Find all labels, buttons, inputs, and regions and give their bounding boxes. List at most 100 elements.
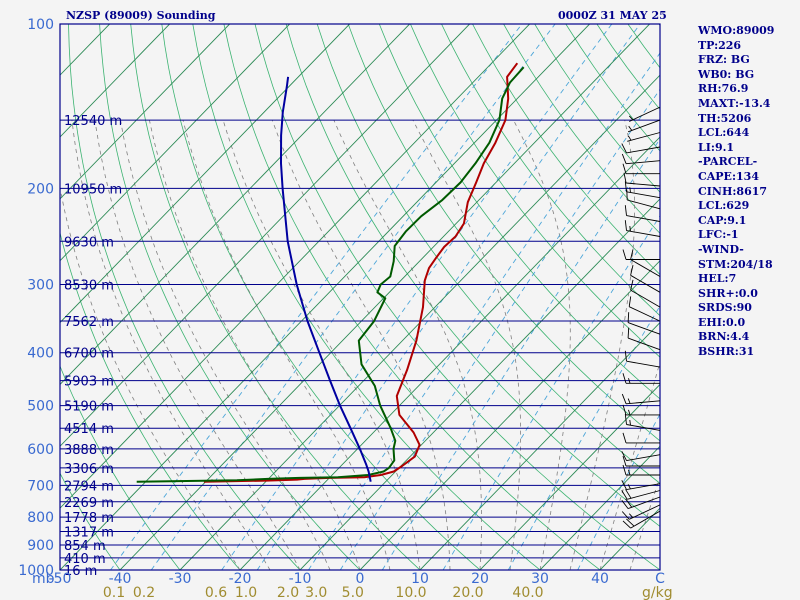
moist-adiabat [71,120,271,570]
moist-adiabat [271,119,451,570]
stat-item: LFC:-1 [698,228,739,242]
height-label: 4514 m [64,422,114,437]
stat-item: LCL:644 [698,126,750,140]
isotherm [539,445,660,570]
stat-item: HEL:7 [698,272,737,286]
pressure-tick-label: 400 [27,346,54,362]
moist-adiabat [599,360,660,570]
wind-barb [627,119,661,133]
wind-barb [630,249,661,277]
station-title: NZSP (89009) Sounding [66,9,216,22]
height-label: 16 m [64,564,97,579]
sounding-indices-panel: WMO:89009 TP:226 FRZ: BG WB0: BG RH:76.9 MAXT… [698,24,774,360]
stat-item: FRZ: BG [698,53,750,67]
stat-item: TH:5206 [698,111,752,125]
height-label: 5903 m [64,375,114,390]
temperature-tick-label: 10 [411,571,429,587]
stat-item: LI:9.1 [698,140,735,154]
height-label: 9630 m [64,235,114,250]
temperature-tick-label: -40 [109,571,132,587]
mixing-ratio-unit-label: g/kg [642,585,673,600]
temperature-tick-label: 30 [531,571,549,587]
moist-adiabat [412,119,521,570]
wind-barb [621,153,661,165]
wind-barb [622,432,660,444]
wind-barb [621,496,661,510]
wind-barb [627,327,661,351]
temperature-tick-label: -50 [49,571,72,587]
height-label: 5190 m [64,400,114,415]
height-label: 12540 m [64,114,122,129]
temperature-tick-label: C [655,571,665,587]
wind-barb [622,163,660,175]
temperature-line [203,62,519,483]
wind-barb [622,249,660,260]
temperature-tick-label: 0 [356,571,365,587]
stat-item: RH:76.9 [698,82,749,96]
temperature-tick-label: -10 [289,571,312,587]
wind-barb [624,181,661,199]
moist-adiabat [182,120,391,570]
temperature-tick-label: -20 [229,571,252,587]
height-label: 10950 m [64,182,122,197]
moist-adiabat [120,120,331,570]
isotherm [419,321,660,570]
pressure-tick-label: 300 [27,278,54,294]
height-label: 2269 m [64,496,114,511]
stat-item: CINH:8617 [698,184,768,198]
pressure-unit-label: mb [32,571,55,587]
temperature-tick-label: -30 [169,571,192,587]
stat-item: WMO:89009 [698,24,775,37]
moist-adiabat [222,119,421,570]
height-label: 410 m [64,552,106,567]
stat-item: -PARCEL- [698,155,758,169]
dewpoint-line [136,66,525,483]
moist-adiabat [60,185,241,570]
wind-barb [624,205,661,222]
dry-adiabat [783,24,800,570]
wind-barb [624,220,661,237]
parcel-line [280,76,372,482]
mixing-ratio-tick-label: 40.0 [512,585,543,600]
isotherm [239,136,660,570]
wind-barb [622,404,660,416]
stat-item: BRN:4.4 [698,330,750,344]
wind-barb [624,350,661,368]
height-label: 3306 m [64,462,114,477]
stat-item: STM:204/18 [698,257,773,271]
isotherm [60,24,470,447]
temperature-tick-label: 20 [471,571,489,587]
plot-lines [60,24,800,570]
height-label: 6700 m [64,347,114,362]
pressure-tick-label: 200 [27,181,54,197]
height-label: 1778 m [64,511,114,526]
wind-barb [622,373,660,384]
isotherm [60,24,170,138]
moist-adiabat [569,120,635,570]
mixing-ratio-tick-label: 0.2 [133,585,155,600]
sounding-datetime: 0000Z 31 MAY 25 [558,9,667,22]
stat-item: MAXT:-13.4 [698,96,771,110]
stat-item: CAP:9.1 [698,213,747,227]
height-label: 854 m [64,539,106,554]
wind-barb [628,106,661,122]
height-label: 3888 m [64,443,114,458]
isotherm [359,260,660,570]
pressure-tick-label: 800 [27,510,54,526]
wind-barb [627,132,661,142]
isotherm [479,383,660,570]
mixing-ratio-tick-label: 2.0 [277,585,299,600]
pressure-tick-label: 100 [27,17,54,33]
pressure-tick-label: 1000 [18,563,54,579]
wind-barb [624,414,661,431]
moist-adiabat [333,119,482,570]
wind-barb [621,489,661,500]
stat-item: EHI:0.0 [698,315,746,329]
stat-item: LCL:629 [698,199,750,213]
isotherm [60,24,290,262]
plot-frame [59,23,661,571]
wind-barb [630,264,661,293]
pressure-tick-label: 900 [27,538,54,554]
plot-area [60,24,660,570]
